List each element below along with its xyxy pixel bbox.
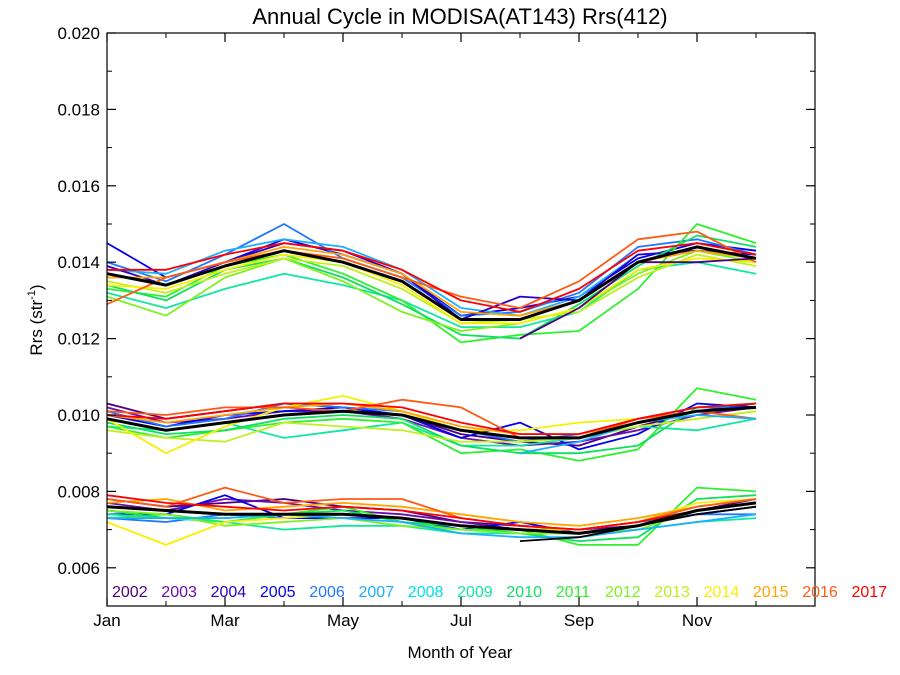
- legend-item-2013: 2013: [654, 584, 690, 601]
- x-tick-label-3: Jul: [450, 611, 472, 630]
- series-line-g1-10: [106, 253, 757, 325]
- legend-item-2007: 2007: [359, 584, 395, 601]
- y-tick-label-4: 0.014: [57, 253, 100, 272]
- legend-item-2009: 2009: [457, 584, 493, 601]
- legend-item-2016: 2016: [802, 584, 838, 601]
- axis-layer: 0.006 0.008 0.010 0.012 0.014 0.016 0.018 0.020…: [57, 24, 815, 630]
- climatology-line-g2: [106, 405, 757, 440]
- legend-item-2017: 2017: [852, 584, 888, 601]
- series-line-g2-8: [106, 410, 757, 443]
- y-axis-label-sup: -1: [26, 290, 38, 300]
- series-line-g2-12: [106, 402, 757, 435]
- series-line-g1-4: [106, 242, 757, 321]
- legend-item-2015: 2015: [753, 584, 789, 601]
- x-tick-label-1: Mar: [210, 611, 240, 630]
- legend-item-2011: 2011: [556, 584, 591, 601]
- series-line-g3-6: [106, 486, 757, 546]
- x-tick-label-0: Jan: [93, 611, 120, 630]
- legend-item-2004: 2004: [211, 584, 247, 601]
- series-line-g3-10: [106, 498, 757, 527]
- series-line-g1-12: [106, 230, 757, 309]
- y-tick-label-5: 0.016: [57, 177, 100, 196]
- x-tick-label-4: Sep: [564, 611, 594, 630]
- legend-item-2002: 2002: [112, 584, 148, 601]
- legend-item-2005: 2005: [260, 584, 296, 601]
- series-line-g1-13: [107, 242, 757, 313]
- y-axis-label-main: Rrs (str: [27, 300, 46, 356]
- y-axis-label-end: ): [27, 284, 46, 290]
- series-line-g1-8: [106, 249, 757, 332]
- legend-item-2008: 2008: [408, 584, 444, 601]
- series-layer: [106, 223, 757, 546]
- series-line-g3-12: [106, 494, 757, 531]
- y-axis-label: Rrs (str-1): [26, 284, 46, 355]
- legend: 2002 2003 2004 2005 2006 2007 2008 2009 2010 2011…: [112, 584, 887, 601]
- climatology-line-g1: [106, 245, 757, 321]
- y-tick-label-7: 0.020: [57, 24, 100, 43]
- series-line-g3-13: [107, 513, 757, 539]
- series-group-1: [106, 223, 757, 344]
- y-tick-label-2: 0.010: [57, 406, 100, 425]
- climatology-line-g3: [106, 501, 757, 535]
- y-tick-label-0: 0.006: [57, 559, 100, 578]
- x-axis-label: Month of Year: [408, 643, 513, 662]
- y-tick-label-6: 0.018: [57, 100, 100, 119]
- y-tick-label-1: 0.008: [57, 482, 100, 501]
- x-tick-label-5: Nov: [682, 611, 713, 630]
- legend-item-2014: 2014: [704, 584, 740, 601]
- y-tick-label-3: 0.012: [57, 330, 100, 349]
- series-group-3: [106, 486, 757, 546]
- legend-item-2010: 2010: [506, 584, 542, 601]
- series-line-g1-9: [106, 253, 757, 325]
- legend-item-2006: 2006: [309, 584, 345, 601]
- legend-item-2012: 2012: [605, 584, 641, 601]
- legend-item-2003: 2003: [161, 584, 197, 601]
- x-tick-label-2: May: [327, 611, 360, 630]
- series-group-2: [106, 387, 757, 462]
- chart-title: Annual Cycle in MODISA(AT143) Rrs(412): [252, 4, 667, 29]
